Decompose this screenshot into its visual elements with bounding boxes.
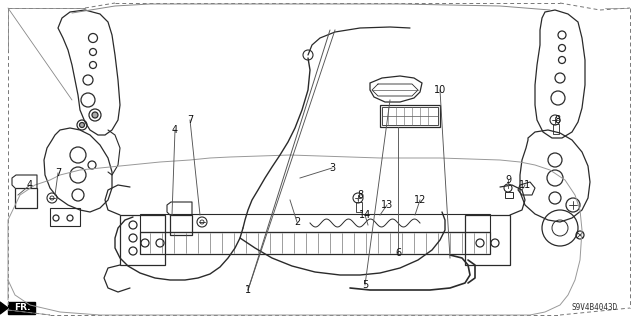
- Text: 4: 4: [172, 125, 178, 135]
- Circle shape: [79, 122, 84, 128]
- Bar: [505, 192, 513, 198]
- Bar: [170, 215, 192, 235]
- Text: 13: 13: [381, 200, 393, 210]
- Text: 4: 4: [27, 180, 33, 190]
- Polygon shape: [0, 302, 8, 314]
- Text: 10: 10: [434, 85, 446, 95]
- Text: FR.: FR.: [13, 303, 30, 313]
- Text: 12: 12: [414, 195, 426, 205]
- Bar: [553, 124, 559, 134]
- Bar: [465, 215, 510, 265]
- Text: 2: 2: [294, 217, 300, 227]
- Text: 7: 7: [187, 115, 193, 125]
- Text: 9: 9: [505, 175, 511, 185]
- Text: 6: 6: [395, 248, 401, 258]
- Text: 11: 11: [519, 180, 531, 190]
- Text: 1: 1: [245, 285, 251, 295]
- Text: 8: 8: [554, 115, 560, 125]
- Text: S9V4B4043D: S9V4B4043D: [572, 303, 618, 312]
- Bar: [140, 214, 490, 232]
- Text: 3: 3: [329, 163, 335, 173]
- Text: 5: 5: [362, 280, 368, 290]
- Text: 14: 14: [359, 210, 371, 220]
- Bar: [120, 215, 165, 265]
- Circle shape: [92, 112, 98, 118]
- Bar: [380, 105, 440, 127]
- Text: 7: 7: [55, 168, 61, 178]
- Bar: [382, 107, 438, 125]
- Bar: [50, 208, 80, 226]
- Bar: [140, 232, 490, 254]
- Polygon shape: [8, 302, 35, 314]
- Text: 8: 8: [357, 190, 363, 200]
- Bar: [15, 188, 37, 208]
- Bar: [356, 202, 362, 212]
